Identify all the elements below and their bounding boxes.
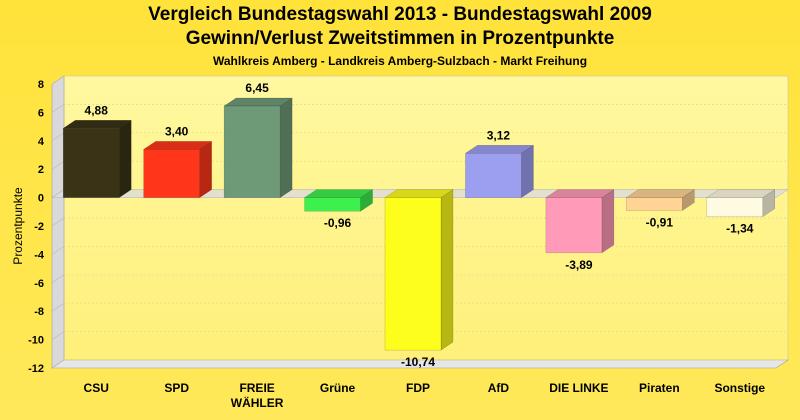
y-axis-label: Prozentpunkte xyxy=(11,187,25,265)
y-tick-label: 2 xyxy=(38,164,44,176)
gridline-side xyxy=(51,302,65,312)
y-tick-label: 6 xyxy=(38,107,44,119)
bar-top xyxy=(223,97,293,107)
bar-side xyxy=(440,189,454,351)
bar-die-linke xyxy=(545,189,615,254)
y-tick-label: -8 xyxy=(34,306,44,318)
bar-afd xyxy=(464,144,535,199)
bar-side xyxy=(601,189,615,254)
bar-top xyxy=(464,145,535,154)
bar-freie-wähler xyxy=(223,97,293,199)
gridline-side xyxy=(51,274,65,284)
chart-title: Vergleich Bundestagswahl 2013 - Bundesta… xyxy=(148,4,652,25)
bar-side xyxy=(521,144,534,199)
bar-front xyxy=(304,197,361,212)
y-tick-label: -10 xyxy=(28,335,44,347)
bar-piraten xyxy=(625,189,696,211)
x-tick-label: SPD xyxy=(164,381,189,395)
x-tick-label: Grüne xyxy=(320,381,356,395)
bar-top xyxy=(384,189,454,198)
bar-front xyxy=(62,128,120,198)
bar-grüne xyxy=(303,189,374,212)
y-tick-label: -4 xyxy=(34,249,45,261)
data-label: -10,74 xyxy=(401,355,435,369)
x-tick-label: WÄHLER xyxy=(231,395,284,410)
x-tick-label: DIE LINKE xyxy=(549,381,608,395)
bar-front xyxy=(143,149,200,198)
bar-front xyxy=(465,153,522,198)
bar-top xyxy=(142,141,213,150)
bar-front xyxy=(384,197,442,351)
x-tick-label: Sonstige xyxy=(714,381,765,395)
gridline-side xyxy=(51,104,65,113)
data-label: 6,45 xyxy=(245,81,269,95)
y-tick-label: -6 xyxy=(34,278,44,290)
bar-front xyxy=(626,197,683,211)
bar-spd xyxy=(142,140,213,199)
bar-top xyxy=(545,189,615,198)
y-tick-label: -12 xyxy=(28,363,44,375)
y-tick-label: 0 xyxy=(38,193,44,205)
x-tick-label: FREIE xyxy=(239,381,274,395)
bar-sonstige xyxy=(705,189,776,218)
y-tick-label: -2 xyxy=(34,221,44,233)
bar-top xyxy=(705,189,776,198)
gridline-side xyxy=(51,132,65,142)
bar-side xyxy=(279,97,293,199)
gridline-side xyxy=(51,160,65,170)
bar-side xyxy=(118,119,132,199)
x-tick-label: AfD xyxy=(488,381,510,395)
data-label: 3,40 xyxy=(165,124,189,138)
x-tick-label: FDP xyxy=(406,381,430,395)
bar-top xyxy=(625,189,696,198)
bar-top xyxy=(62,120,133,129)
bar-side xyxy=(199,140,212,199)
gridline-side xyxy=(51,246,65,255)
y-tick-label: 4 xyxy=(38,136,45,148)
y-tick-label: 8 xyxy=(38,79,44,91)
bar-fdp xyxy=(384,189,454,351)
bar-csu xyxy=(62,119,133,199)
data-label: 3,12 xyxy=(487,128,511,142)
gridline-side xyxy=(51,75,65,85)
gridline-side xyxy=(51,359,65,369)
data-label: -3,89 xyxy=(565,258,593,272)
data-label: -1,34 xyxy=(726,222,754,236)
x-tick-label: Piraten xyxy=(639,381,680,395)
bar-top xyxy=(303,189,374,198)
gridline-side xyxy=(51,217,65,227)
x-tick-label: CSU xyxy=(84,381,109,395)
bar-front xyxy=(545,197,603,254)
bar-front xyxy=(706,197,764,217)
data-label: -0,96 xyxy=(324,216,352,230)
data-label: -0,91 xyxy=(646,216,674,230)
bar-front xyxy=(223,105,281,198)
chart-region-subtitle: Wahlkreis Amberg - Landkreis Amberg-Sulz… xyxy=(212,54,588,68)
gridline-side xyxy=(51,331,65,340)
chart-subtitle: Gewinn/Verlust Zweitstimmen in Prozentpu… xyxy=(185,28,615,49)
data-label: 4,88 xyxy=(85,103,109,117)
